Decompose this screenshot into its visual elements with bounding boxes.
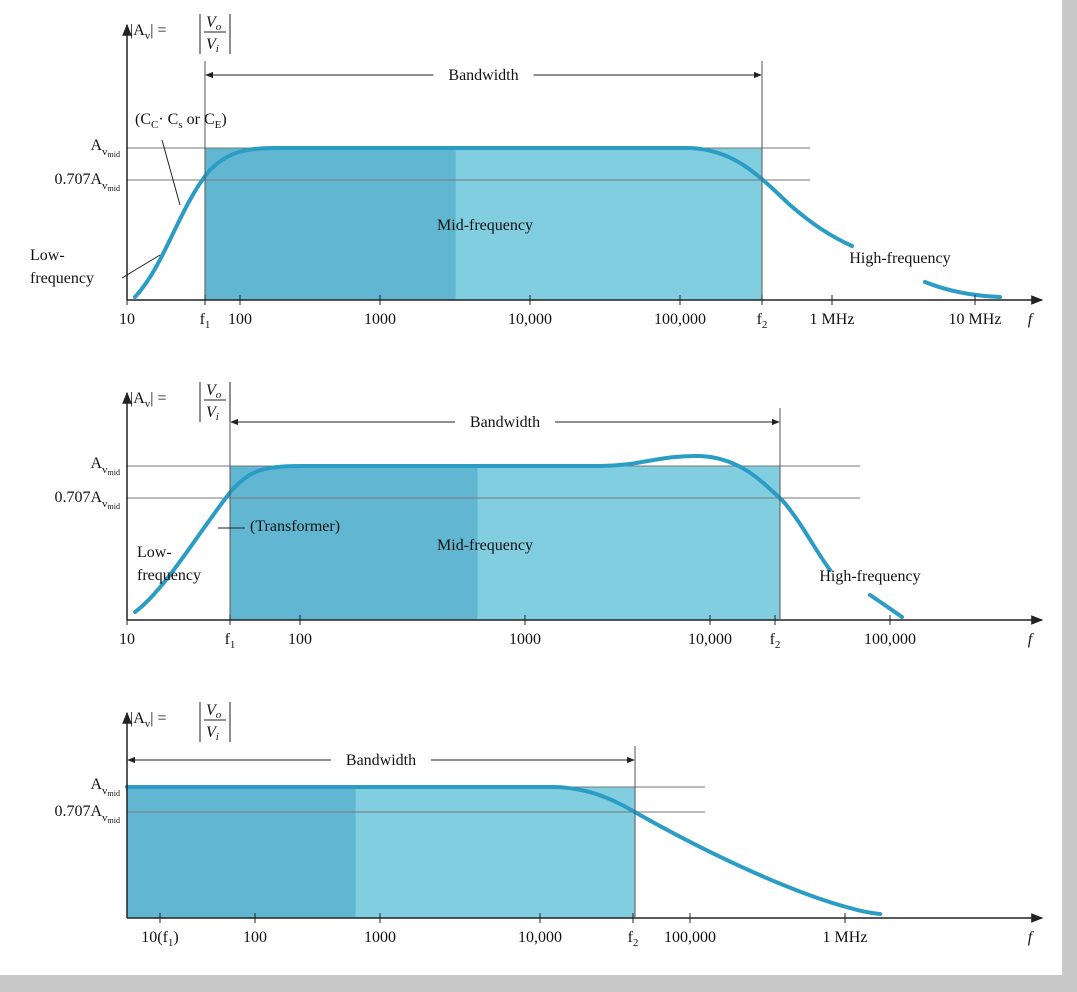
- coefficient: 0.707: [54, 803, 90, 820]
- bandwidth-label: Bandwidth: [448, 67, 518, 84]
- annotation: Mid-frequency: [437, 537, 533, 554]
- annotation: Mid-frequency: [437, 217, 533, 234]
- text-part: 100,000: [664, 929, 716, 946]
- annotation: High-frequency: [849, 250, 950, 267]
- subscript: o: [216, 21, 222, 33]
- subscript: 2: [762, 319, 768, 331]
- text-part: High-frequency: [819, 568, 920, 585]
- text-part: 1 MHz: [810, 311, 855, 328]
- x-tick-label: 100: [243, 929, 267, 946]
- text-part: 10: [119, 631, 135, 648]
- text-part: 1 MHz: [823, 929, 868, 946]
- text-part: frequency: [30, 270, 94, 287]
- subscript: 2: [775, 639, 781, 651]
- subscript: C: [151, 119, 158, 131]
- text-part: High-frequency: [849, 250, 950, 267]
- text-part: 10,000: [688, 631, 732, 648]
- text-part: ): [173, 929, 178, 946]
- subscript: 1: [230, 639, 236, 651]
- subscript: i: [216, 411, 219, 423]
- subscript: mid: [108, 468, 120, 477]
- x-tick-label: 10,000: [518, 929, 562, 946]
- x-tick-label: 10,000: [508, 311, 552, 328]
- text-part: Mid-frequency: [437, 537, 533, 554]
- x-tick-label: 10: [119, 631, 135, 648]
- text-part: (C: [135, 111, 151, 128]
- coefficient: 0.707: [54, 171, 90, 188]
- x-tick-label: 10,000: [688, 631, 732, 648]
- x-tick-label: 100,000: [654, 311, 706, 328]
- x-tick-label: 100,000: [864, 631, 916, 648]
- text-part: 1000: [364, 929, 396, 946]
- bandwidth-label: Bandwidth: [470, 414, 540, 431]
- formula-part: | =: [150, 390, 166, 407]
- x-tick-label: 1 MHz: [823, 929, 868, 946]
- text-part: 10(f: [141, 929, 168, 946]
- subscript: mid: [108, 150, 120, 159]
- subscript: o: [216, 389, 222, 401]
- subscript: i: [216, 731, 219, 743]
- text-part: Low-: [30, 247, 65, 264]
- bandwidth-label: Bandwidth: [346, 752, 416, 769]
- mid-band-shade: [127, 787, 356, 918]
- subscript: o: [216, 709, 222, 721]
- x-tick-label: 1000: [364, 929, 396, 946]
- symbol: A: [90, 489, 102, 506]
- text-part: (Transformer): [250, 518, 340, 535]
- formula-part: | =: [150, 22, 166, 39]
- text-part: 10 MHz: [949, 311, 1002, 328]
- text-part: 10: [119, 311, 135, 328]
- text-part: 100,000: [864, 631, 916, 648]
- text-part: Low-: [137, 544, 172, 561]
- text-part: 100: [228, 311, 252, 328]
- subscript: i: [216, 43, 219, 55]
- text-part: 10,000: [508, 311, 552, 328]
- frame-right: [1062, 0, 1077, 992]
- subscript: 2: [633, 937, 639, 949]
- text-part: 100,000: [654, 311, 706, 328]
- subscript: mid: [108, 816, 120, 825]
- subscript: 1: [205, 319, 211, 331]
- figure: BandwidthAvmid0.707Avmid|Av| =VoVi10f110…: [0, 0, 1077, 992]
- annotation: frequency: [30, 270, 94, 287]
- text-part: frequency: [137, 567, 201, 584]
- x-tick-label: 100,000: [664, 929, 716, 946]
- symbol: A: [90, 455, 102, 472]
- text-part: 1000: [509, 631, 541, 648]
- annotation: High-frequency: [819, 568, 920, 585]
- x-tick-label: 100: [288, 631, 312, 648]
- mid-band-shade: [205, 148, 456, 300]
- x-tick-label: 10 MHz: [949, 311, 1002, 328]
- text-part: 1000: [364, 311, 396, 328]
- x-tick-label: 1000: [509, 631, 541, 648]
- text-part: 10,000: [518, 929, 562, 946]
- text-part: 100: [243, 929, 267, 946]
- annotation: Low-: [30, 247, 65, 264]
- symbol: A: [90, 803, 102, 820]
- x-tick-label: 1000: [364, 311, 396, 328]
- annotation: Low-: [137, 544, 172, 561]
- text-part: ): [221, 111, 226, 128]
- subscript: mid: [108, 789, 120, 798]
- coefficient: 0.707: [54, 489, 90, 506]
- annotation: frequency: [137, 567, 201, 584]
- symbol: A: [90, 171, 102, 188]
- subscript: mid: [108, 502, 120, 511]
- symbol: A: [90, 776, 102, 793]
- text-part: or C: [183, 111, 215, 128]
- text-part: Mid-frequency: [437, 217, 533, 234]
- frame-bottom: [0, 975, 1077, 992]
- text-part: 100: [288, 631, 312, 648]
- annotation: (Transformer): [250, 518, 340, 535]
- formula-part: |A: [130, 710, 145, 727]
- symbol: A: [90, 137, 102, 154]
- formula-part: | =: [150, 710, 166, 727]
- text-part: · C: [158, 111, 178, 128]
- x-tick-label: 1 MHz: [810, 311, 855, 328]
- formula-part: |A: [130, 22, 145, 39]
- x-tick-label: 100: [228, 311, 252, 328]
- formula-part: |A: [130, 390, 145, 407]
- x-tick-label: 10: [119, 311, 135, 328]
- subscript: mid: [108, 184, 120, 193]
